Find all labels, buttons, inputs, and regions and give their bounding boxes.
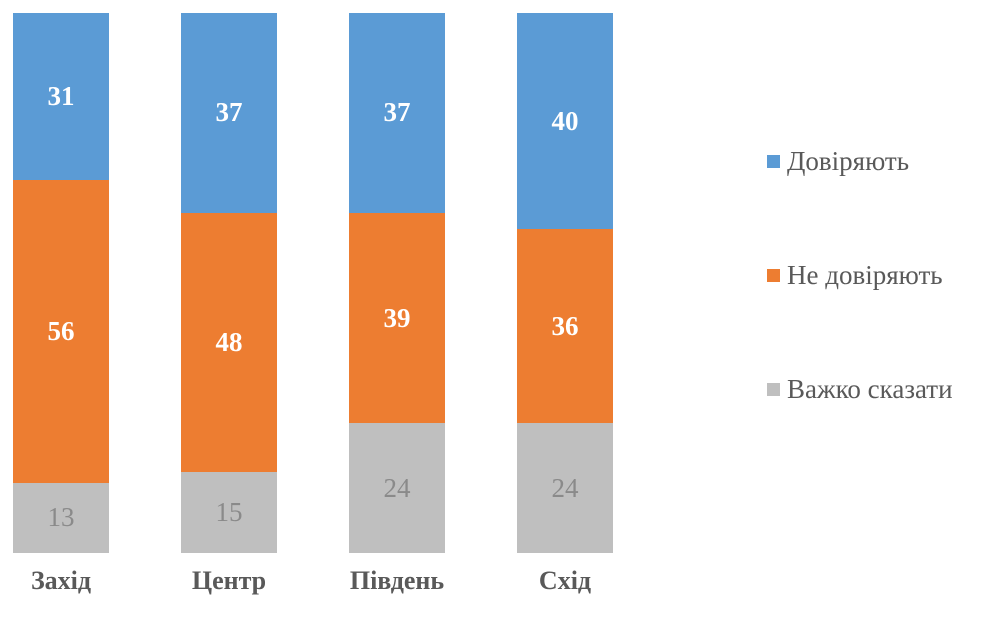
segment-trust-center: 37 (181, 13, 277, 213)
segment-trust-west: 31 (13, 13, 109, 181)
category-label-west: Захід (30, 566, 92, 595)
segment-hard-to-say-west: 13 (13, 482, 109, 553)
data-label-trust-south: 37 (383, 97, 411, 128)
plot-area: 31 56 13 Захід 37 48 15 Центр 37 39 24 Південь 40 36 2… (13, 13, 613, 596)
legend-label-hard-to-say: Важко сказати (787, 373, 953, 404)
data-label-hard-to-say-east: 24 (551, 472, 579, 503)
data-label-trust-east: 40 (551, 105, 579, 136)
stacked-bar-east: 40 36 24 (517, 13, 613, 553)
legend-item-distrust: Не довіряють (767, 258, 953, 292)
data-label-hard-to-say-south: 24 (383, 472, 411, 503)
category-label-east: Схід (538, 566, 592, 595)
segment-distrust-west: 56 (13, 180, 109, 483)
legend-swatch-trust-icon (767, 154, 780, 168)
segment-distrust-south: 39 (349, 212, 445, 424)
segment-trust-east: 40 (517, 13, 613, 229)
legend: Довіряють Не довіряють Важко сказати (767, 144, 953, 406)
segment-hard-to-say-east: 24 (517, 423, 613, 553)
bar-group-south: 37 39 24 Південь (349, 13, 445, 596)
legend-swatch-distrust-icon (767, 268, 780, 282)
legend-item-hard-to-say: Важко сказати (767, 372, 953, 406)
segment-distrust-center: 48 (181, 212, 277, 472)
segment-trust-south: 37 (349, 13, 445, 213)
data-label-trust-west: 31 (47, 81, 75, 112)
legend-swatch-hard-to-say-icon (767, 382, 780, 396)
data-label-distrust-south: 39 (383, 302, 411, 333)
data-label-hard-to-say-west: 13 (47, 502, 75, 533)
segment-distrust-east: 36 (517, 229, 613, 424)
data-label-distrust-east: 36 (551, 310, 579, 341)
segment-hard-to-say-south: 24 (349, 423, 445, 553)
segment-hard-to-say-center: 15 (181, 471, 277, 553)
data-label-distrust-center: 48 (215, 326, 243, 357)
stacked-bar-south: 37 39 24 (349, 13, 445, 553)
legend-label-distrust: Не довіряють (787, 259, 943, 290)
legend-item-trust: Довіряють (767, 144, 953, 178)
stacked-bar-west: 31 56 13 (13, 13, 109, 553)
category-label-south: Південь (349, 566, 445, 595)
stacked-bar-center: 37 48 15 (181, 13, 277, 553)
category-label-center: Центр (191, 566, 267, 595)
bar-group-west: 31 56 13 Захід (13, 13, 109, 596)
bar-group-center: 37 48 15 Центр (181, 13, 277, 596)
bar-group-east: 40 36 24 Схід (517, 13, 613, 596)
data-label-trust-center: 37 (215, 97, 243, 128)
data-label-hard-to-say-center: 15 (215, 496, 243, 527)
data-label-distrust-west: 56 (47, 316, 75, 347)
legend-label-trust: Довіряють (787, 145, 910, 176)
